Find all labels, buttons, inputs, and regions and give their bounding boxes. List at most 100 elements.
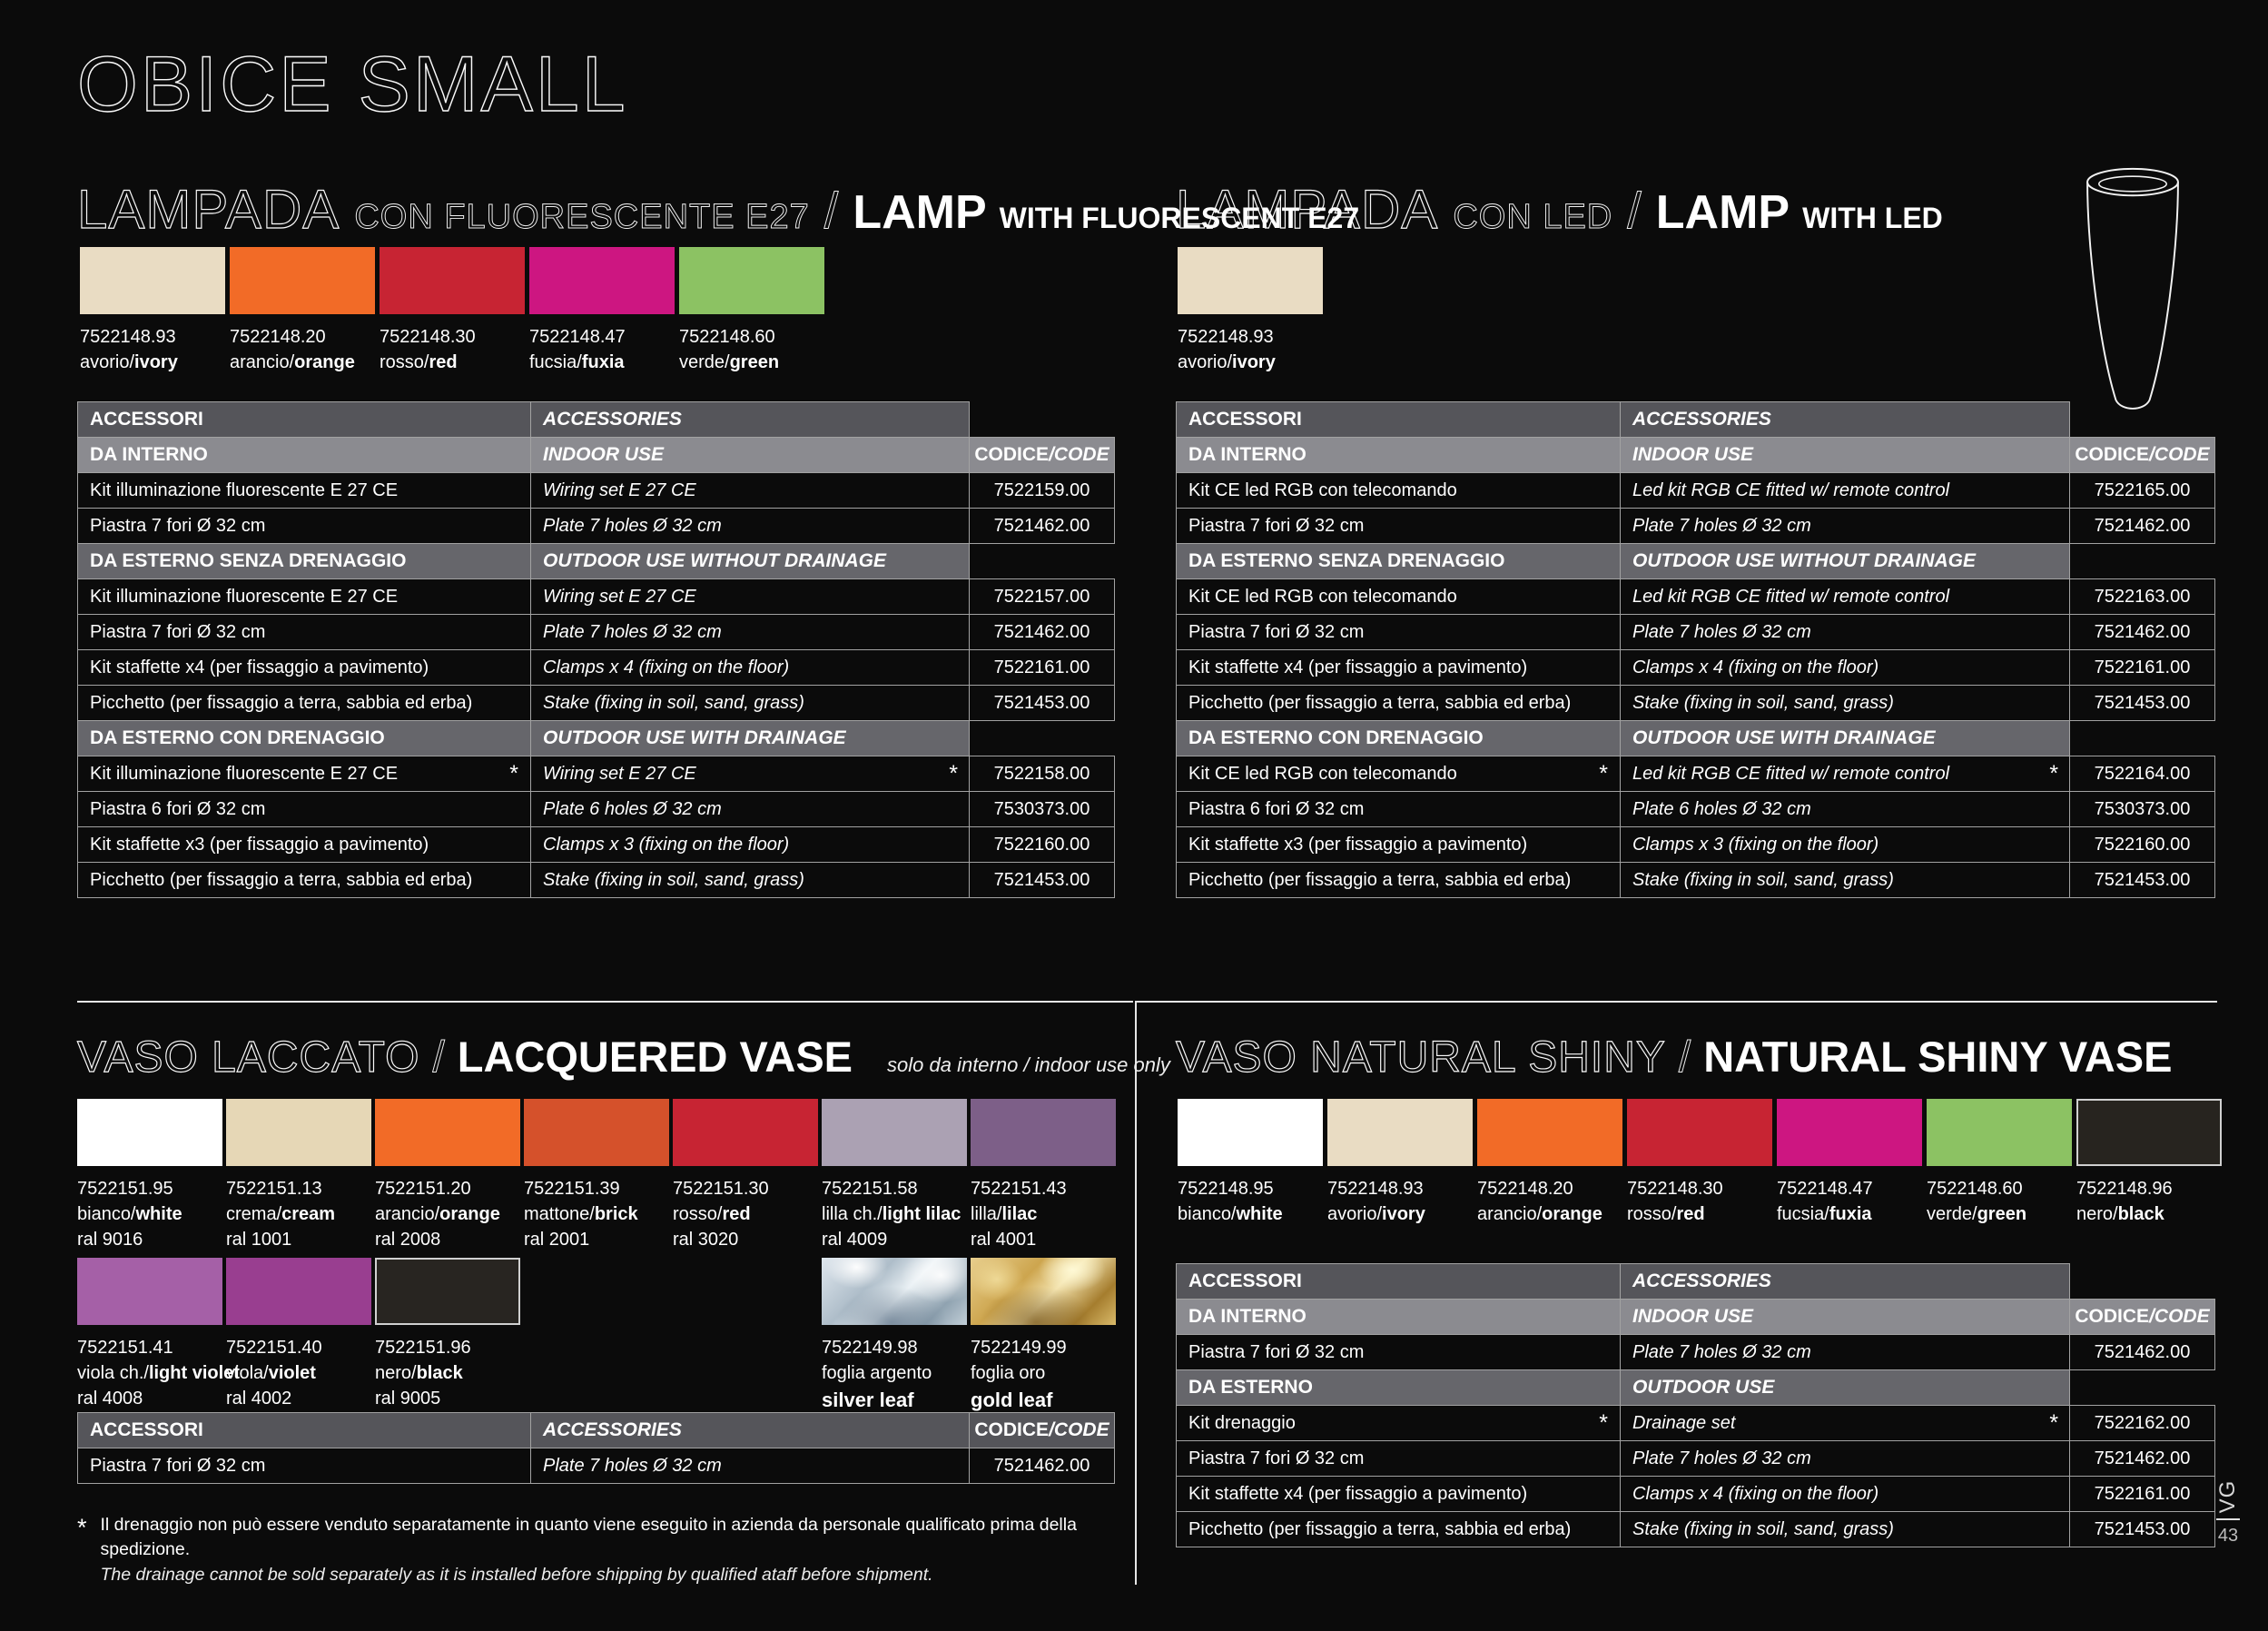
gold-leaf-chip (971, 1258, 1116, 1325)
cell-italian: Picchetto (per fissaggio a terra, sabbia… (1176, 685, 1621, 721)
cell-code: 7522163.00 (2069, 578, 2215, 615)
color-chip (77, 1258, 222, 1325)
cell-english: Plate 7 holes Ø 32 cm (1620, 614, 2070, 650)
swatch-name: lilla/lilac (971, 1204, 1038, 1224)
accessories-table-lacquered: ACCESSORI ACCESSORIES CODICE/CODE Piastra 7… (77, 1412, 1115, 1484)
cell-italian: DA ESTERNO SENZA DRENAGGIO (77, 543, 531, 579)
cell-italian: DA ESTERNO SENZA DRENAGGIO (1176, 543, 1621, 579)
table-row: Picchetto (per fissaggio a terra, sabbia… (1176, 1511, 2215, 1547)
cell-italian: Piastra 7 fori Ø 32 cm (77, 508, 531, 544)
color-swatch: 7522148.60 verde/green (679, 247, 824, 373)
cell-code: 7522164.00 (2069, 756, 2215, 792)
color-swatch: 7522148.93 avorio/ivory (1178, 247, 1323, 373)
footnote-star-mark: * (948, 760, 957, 786)
indoor-only-note: solo da interno / indoor use only (887, 1053, 1170, 1076)
cell-italian: Kit CE led RGB con telecomando (1176, 472, 1621, 509)
cell-english: Led kit RGB CE fitted w/ remote control (1620, 578, 2070, 615)
cell-code: 7521453.00 (2069, 862, 2215, 898)
color-chip (1327, 1099, 1473, 1166)
swatch-code: 7522148.47 (529, 327, 626, 347)
table-row: DA INTERNO INDOOR USE CODICE/CODE (1176, 1299, 2215, 1335)
color-chip (1477, 1099, 1622, 1166)
cell-empty (969, 401, 1115, 438)
swatch-row2-lacquered: 7522151.41 viola ch./light violet ral 4008… (77, 1258, 1116, 1412)
heading-italian: VASO LACCATO (76, 1033, 420, 1082)
cell-english: Plate 7 holes Ø 32 cm (530, 1448, 970, 1484)
cell-english: OUTDOOR USE WITHOUT DRAINAGE (1620, 543, 2070, 579)
swatch-code: 7522151.41 (77, 1338, 173, 1358)
swatch-ral-code: ral 1001 (226, 1230, 292, 1250)
heading-slash: / (432, 1033, 445, 1082)
swatch-name: lilla ch./light lilac (822, 1204, 961, 1224)
cell-italian: Piastra 7 fori Ø 32 cm (1176, 1440, 1621, 1477)
swatch-code: 7522148.93 (80, 327, 176, 347)
table-row: Piastra 7 fori Ø 32 cm Plate 7 holes Ø 32… (77, 1448, 1115, 1484)
cell-empty (2069, 1263, 2215, 1300)
swatch-ral-code: ral 9005 (375, 1389, 441, 1409)
cell-english: ACCESSORIES (530, 1412, 970, 1448)
cell-english: ACCESSORIES (1620, 401, 2070, 438)
cell-italian: Picchetto (per fissaggio a terra, sabbia… (77, 862, 531, 898)
cell-italian: Kit illuminazione fluorescente E 27 CE (77, 578, 531, 615)
cell-italian: ACCESSORI (77, 401, 531, 438)
cell-empty (969, 720, 1115, 756)
cell-english: Wiring set E 27 CE (530, 472, 970, 509)
swatch-ral-code: ral 2008 (375, 1230, 441, 1250)
color-swatch: 7522151.95 bianco/white ral 9016 (77, 1099, 222, 1250)
color-chip (524, 1099, 669, 1166)
heading-natural-shiny-vase: VASO NATURAL SHINY / NATURAL SHINY VASE (1175, 1032, 2172, 1082)
cell-code: 7522161.00 (969, 649, 1115, 686)
table-row: Piastra 7 fori Ø 32 cm Plate 7 holes Ø 32… (77, 614, 1115, 650)
cell-english: Clamps x 4 (fixing on the floor) (530, 649, 970, 686)
cell-code: 7521453.00 (969, 685, 1115, 721)
color-swatch: 7522148.96 nero/black (2076, 1099, 2222, 1225)
swatch-name: avorio/ivory (80, 352, 178, 372)
cell-english: Stake (fixing in soil, sand, grass) (1620, 1511, 2070, 1547)
color-chip (1178, 247, 1323, 314)
color-chip (971, 1099, 1116, 1166)
swatch-name: rosso/red (673, 1204, 751, 1224)
cell-italian: Picchetto (per fissaggio a terra, sabbia… (1176, 1511, 1621, 1547)
cell-code: 7521453.00 (2069, 685, 2215, 721)
cell-english: OUTDOOR USE WITH DRAINAGE (1620, 720, 2070, 756)
color-swatch: 7522151.40 viola/violet ral 4002 (226, 1258, 371, 1412)
cell-italian: ACCESSORI (1176, 1263, 1621, 1300)
table-row: Kit illuminazione fluorescente E 27 CE Wi… (77, 472, 1115, 509)
swatch-code: 7522151.30 (673, 1179, 769, 1199)
swatch-code: 7522151.13 (226, 1179, 322, 1199)
table-row: ACCESSORI ACCESSORIES CODICE/CODE (77, 1412, 1115, 1448)
table-row: ACCESSORI ACCESSORIES (1176, 1263, 2215, 1300)
cell-italian: Picchetto (per fissaggio a terra, sabbia… (77, 685, 531, 721)
table-row: Kit illuminazione fluorescente E 27 CE * W… (77, 756, 1115, 792)
swatch-row-lamp-fluorescent: 7522148.93 avorio/ivory 7522148.20 arancio/… (80, 247, 824, 373)
cell-italian: Kit staffette x4 (per fissaggio a pavime… (77, 649, 531, 686)
table-row: Kit drenaggio * Drainage set * 7522162.00 (1176, 1405, 2215, 1441)
color-swatch: 7522149.99 foglia oro gold leaf (971, 1258, 1116, 1412)
cell-english: Wiring set E 27 CE (530, 578, 970, 615)
table-row: Kit staffette x3 (per fissaggio a pavime… (77, 826, 1115, 863)
cell-italian: DA INTERNO (1176, 437, 1621, 473)
cell-code: 7522162.00 (2069, 1405, 2215, 1441)
table-row: ACCESSORI ACCESSORIES (77, 401, 1115, 438)
swatch-code: 7522149.99 (971, 1338, 1067, 1358)
table-row: Picchetto (per fissaggio a terra, sabbia… (77, 862, 1115, 898)
swatch-name: bianco/white (1178, 1204, 1283, 1224)
cell-english: Plate 6 holes Ø 32 cm (1620, 791, 2070, 827)
cell-english: INDOOR USE (530, 437, 970, 473)
color-swatch: 7522148.30 rosso/red (380, 247, 525, 373)
cell-english: ACCESSORIES (530, 401, 970, 438)
table-row: ACCESSORI ACCESSORIES (1176, 401, 2215, 438)
color-chip (1927, 1099, 2072, 1166)
swatch-code: 7522148.93 (1178, 327, 1274, 347)
cell-english: Stake (fixing in soil, sand, grass) (1620, 685, 2070, 721)
cell-code: 7522160.00 (969, 826, 1115, 863)
swatch-row-natural-shiny: 7522148.95 bianco/white 7522148.93 avorio/i… (1178, 1099, 2222, 1225)
table-row: DA INTERNO INDOOR USE CODICE/CODE (77, 437, 1115, 473)
table-row: Piastra 6 fori Ø 32 cm Plate 6 holes Ø 32… (77, 791, 1115, 827)
cell-italian: DA ESTERNO (1176, 1369, 1621, 1406)
swatch-code: 7522148.47 (1777, 1179, 1873, 1199)
cell-code: 7521462.00 (2069, 508, 2215, 544)
cell-english: Plate 7 holes Ø 32 cm (1620, 1334, 2070, 1370)
heading-english: LACQUERED VASE (457, 1033, 853, 1081)
swatch-name: foglia argento (822, 1363, 932, 1383)
